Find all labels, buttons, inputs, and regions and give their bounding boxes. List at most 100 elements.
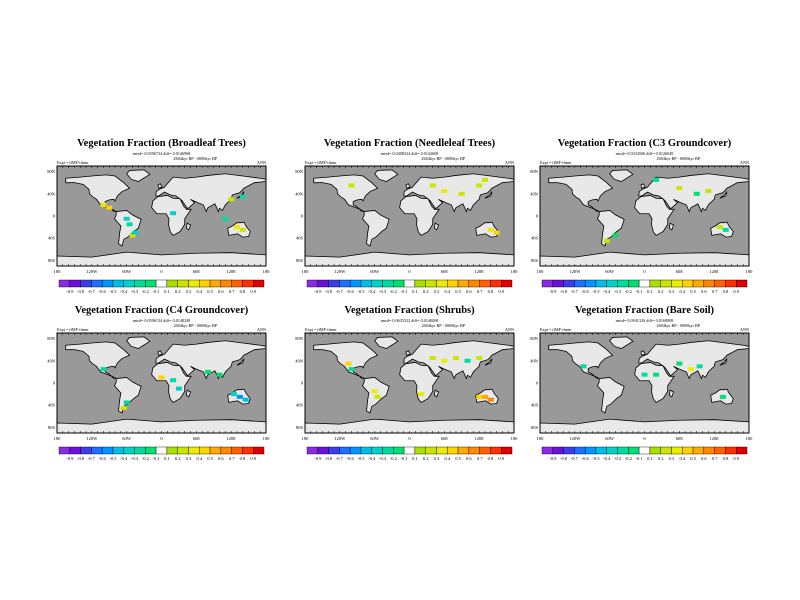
colorbar-label: -0.9 — [66, 289, 74, 294]
anomaly-cell — [464, 358, 471, 363]
colorbar-label: -0.9 — [66, 456, 74, 461]
anomaly-cell — [719, 394, 726, 399]
anomaly-cell — [653, 372, 660, 377]
colorbar-label: -0.2 — [390, 456, 397, 461]
lat-label: 40N — [47, 358, 56, 363]
land-madagascar — [186, 389, 192, 398]
colorbar-box — [317, 446, 329, 455]
colorbar-label: 0.3 — [186, 456, 192, 461]
season-label: ANN — [740, 160, 749, 165]
lon-label: 0 — [408, 269, 411, 274]
colorbar-box — [145, 279, 157, 288]
anomaly-cell — [653, 177, 660, 182]
colorbar-box — [552, 279, 564, 288]
colorbar-box — [306, 279, 318, 288]
colorbar-label: -0.7 — [336, 456, 344, 461]
anomaly-cell — [123, 216, 130, 221]
lat-label: 80S — [296, 258, 304, 263]
anomaly-cell — [676, 186, 683, 191]
season-label: ANN — [505, 327, 514, 332]
lon-label: 0 — [408, 436, 411, 441]
colorbar-label: 0.5 — [455, 456, 461, 461]
lat-label: 0 — [53, 381, 56, 386]
colorbar-box — [660, 446, 672, 455]
anomaly-cell — [170, 378, 177, 383]
colorbar-box — [242, 279, 254, 288]
anomaly-cell — [418, 392, 425, 397]
lat-label: 40S — [48, 403, 56, 408]
colorbar-box — [199, 446, 211, 455]
lat-label: 40S — [296, 403, 304, 408]
lon-label: 120W — [86, 269, 98, 274]
colorbar-box — [91, 446, 103, 455]
lat-label: 0 — [301, 381, 304, 386]
lon-label: 120E — [709, 436, 719, 441]
colorbar-box — [638, 446, 651, 455]
colorbar-label: 0.5 — [455, 289, 461, 294]
colorbar-label: 0.2 — [423, 289, 429, 294]
anomaly-cell — [222, 216, 229, 221]
colorbar-label: 0.1 — [164, 289, 170, 294]
land-africa — [634, 195, 675, 236]
colorbar-label: -0.6 — [99, 456, 107, 461]
colorbar-label: 0.2 — [175, 289, 181, 294]
colorbar-label: 0.8 — [723, 289, 729, 294]
colorbar-box — [692, 279, 705, 288]
anomaly-cell — [348, 367, 355, 372]
colorbar-box — [479, 446, 491, 455]
lon-label: 120E — [226, 269, 236, 274]
colorbar-box — [649, 446, 661, 455]
lon-label: 120W — [334, 436, 346, 441]
colorbar-box — [393, 446, 405, 455]
lon-label: 180 — [54, 436, 62, 441]
colorbar-label: 0.8 — [240, 289, 246, 294]
colorbar-box — [414, 446, 426, 455]
colorbar-label: -0.5 — [109, 289, 117, 294]
colorbar-label: -0.3 — [614, 289, 622, 294]
colorbar-box — [231, 279, 243, 288]
period-text: 2604kyr BP - 0000kyr BP — [657, 156, 701, 161]
colorbar-label: 0.2 — [423, 456, 429, 461]
colorbar-box — [80, 279, 92, 288]
lat-label: 40N — [295, 358, 304, 363]
land-uk — [405, 183, 411, 189]
colorbar-label: 0.7 — [712, 289, 718, 294]
anomaly-cell — [429, 183, 436, 188]
colorbar-box — [595, 446, 607, 455]
experiment-label: Expt = tfMF-tfmm — [540, 160, 572, 165]
lon-label: 0 — [643, 436, 646, 441]
panel-title: Vegetation Fraction (Shrubs) — [344, 305, 475, 316]
anomaly-cell — [458, 191, 465, 196]
anomaly-cell — [100, 202, 107, 207]
anomaly-cell — [493, 230, 500, 235]
colorbar-label: -0.1 — [636, 289, 643, 294]
colorbar-label: -0.1 — [153, 289, 160, 294]
colorbar-label: -0.6 — [582, 456, 590, 461]
season-label: ANN — [505, 160, 514, 165]
colorbar-label: -0.4 — [120, 289, 128, 294]
colorbar-box — [166, 446, 178, 455]
colorbar-box — [606, 279, 618, 288]
colorbar-box — [393, 279, 405, 288]
colorbar-box — [479, 279, 491, 288]
land-australia — [475, 221, 499, 238]
colorbar-box — [457, 446, 470, 455]
colorbar-label: -0.8 — [325, 456, 333, 461]
anomaly-cell — [481, 394, 488, 399]
lon-label: 0 — [160, 269, 163, 274]
colorbar-box — [671, 279, 683, 288]
anomaly-cell — [129, 233, 136, 238]
colorbar-box — [617, 446, 629, 455]
colorbar-label: -0.3 — [131, 289, 139, 294]
experiment-label: Expt = tfMF-tfmm — [57, 160, 89, 165]
anomaly-cell — [487, 227, 494, 232]
stats-text: rmsd= 0.0334506 diff= 0.0126049 — [616, 151, 674, 156]
colorbar-box — [317, 279, 329, 288]
land-africa — [634, 362, 675, 403]
colorbar-box — [242, 446, 254, 455]
colorbar-label: -0.1 — [636, 456, 643, 461]
land-madagascar — [186, 222, 192, 231]
lon-label: 60W — [370, 269, 380, 274]
colorbar-box — [209, 279, 222, 288]
colorbar-label: -0.6 — [99, 289, 107, 294]
